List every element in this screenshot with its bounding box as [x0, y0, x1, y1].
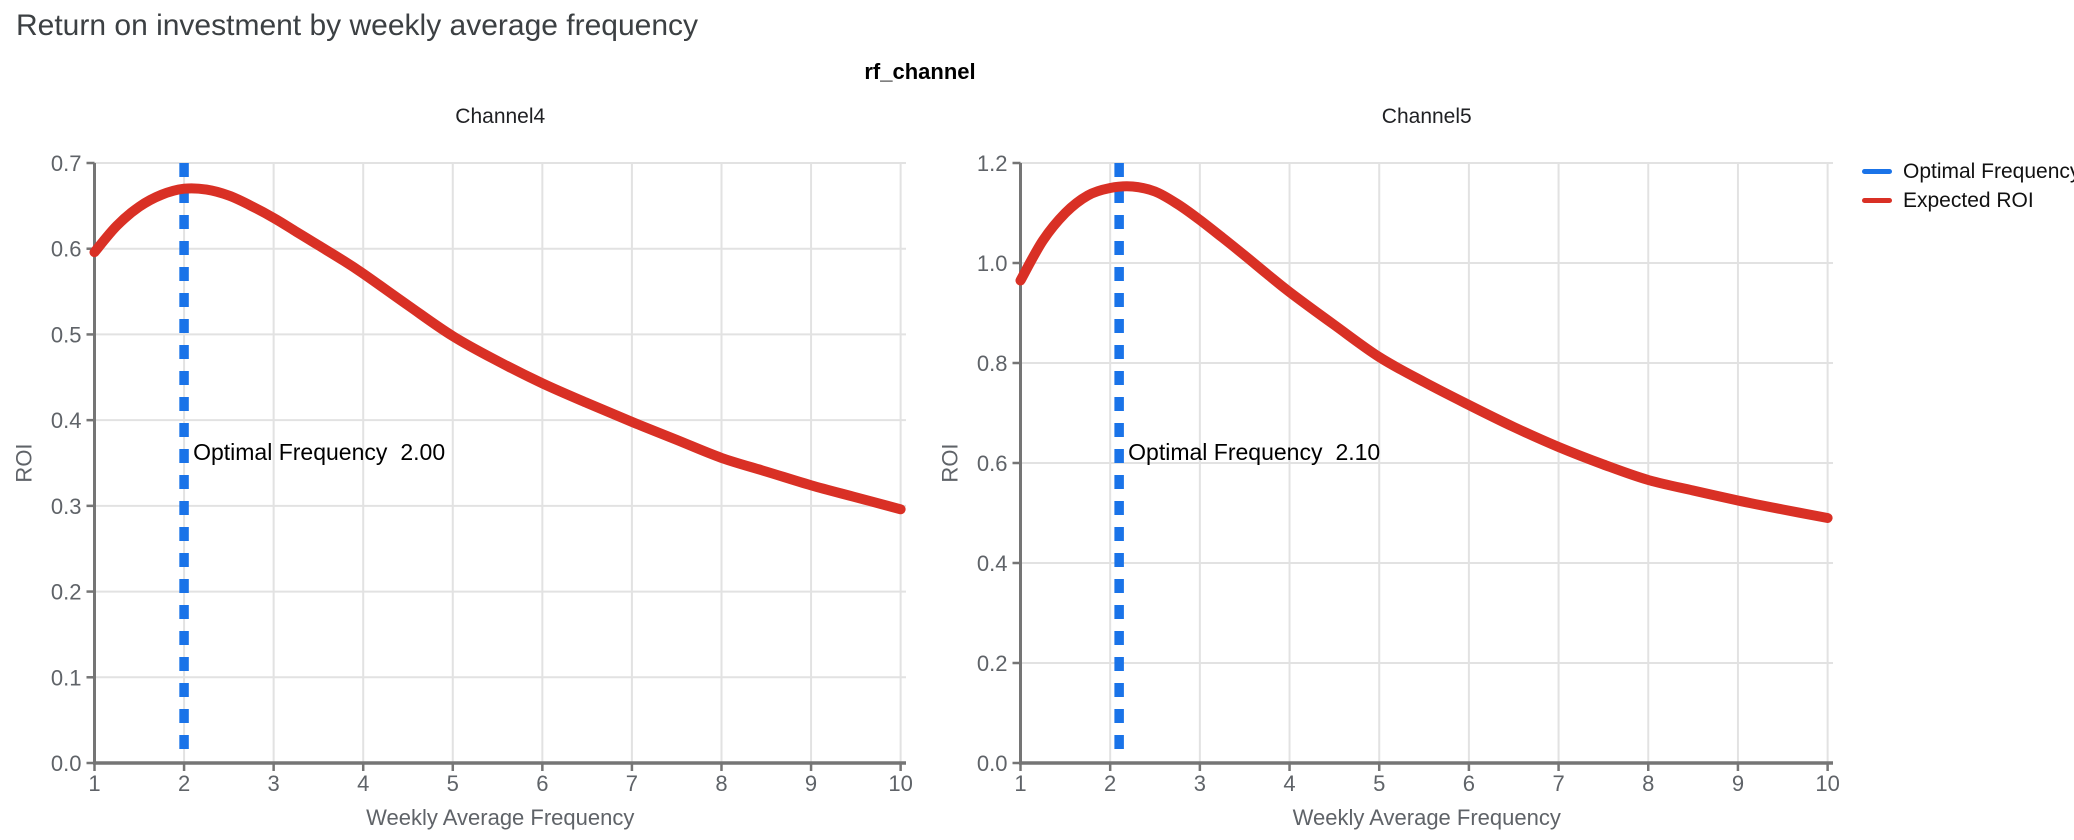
y-tick-label: 0.0 [51, 751, 82, 776]
page-title: Return on investment by weekly average f… [16, 9, 699, 42]
legend-label-expected-roi: Expected ROI [1903, 188, 2034, 212]
x-tick-label: 6 [1463, 771, 1475, 796]
x-tick-label: 9 [1732, 771, 1744, 796]
x-tick-label: 6 [536, 771, 548, 796]
x-tick-label: 2 [1104, 771, 1116, 796]
chart-legend: Optimal Frequency Expected ROI [1862, 157, 2074, 215]
facet-header: rf_channel [864, 59, 976, 84]
legend-item-optimal-frequency[interactable]: Optimal Frequency [1862, 157, 2074, 186]
x-tick-label: 4 [1283, 771, 1295, 796]
legend-item-expected-roi[interactable]: Expected ROI [1862, 186, 2074, 215]
x-tick-label: 5 [447, 771, 459, 796]
y-tick-label: 0.0 [977, 751, 1008, 776]
x-tick-label: 1 [1014, 771, 1026, 796]
x-axis-title: Weekly Average Frequency [366, 805, 634, 830]
expected-roi-curve [89, 183, 906, 515]
optimal-frequency-swatch [1862, 169, 1892, 174]
y-tick-label: 0.4 [51, 408, 82, 433]
y-tick-label: 1.0 [977, 251, 1008, 276]
y-tick-label: 0.8 [977, 351, 1008, 376]
x-tick-label: 4 [357, 771, 369, 796]
x-tick-label: 10 [1815, 771, 1839, 796]
y-axis-title: ROI [938, 443, 963, 482]
y-tick-label: 0.6 [51, 237, 82, 262]
optimal-frequency-annotation: Optimal Frequency 2.10 [1128, 439, 1380, 465]
x-tick-label: 7 [1552, 771, 1564, 796]
panel-title: Channel4 [455, 105, 545, 128]
y-tick-label: 0.4 [977, 551, 1008, 576]
x-tick-label: 3 [268, 771, 280, 796]
x-tick-label: 8 [715, 771, 727, 796]
y-tick-label: 0.3 [51, 494, 82, 519]
y-tick-label: 0.2 [51, 580, 82, 605]
legend-label-optimal-frequency: Optimal Frequency [1903, 159, 2074, 183]
y-tick-label: 0.7 [51, 151, 82, 176]
y-tick-label: 0.6 [977, 451, 1008, 476]
x-tick-label: 2 [178, 771, 190, 796]
expected-roi-swatch [1862, 198, 1892, 203]
y-tick-label: 0.2 [977, 651, 1008, 676]
x-tick-label: 3 [1194, 771, 1206, 796]
optimal-frequency-annotation-value: 2.00 [400, 439, 445, 465]
x-tick-label: 10 [888, 771, 912, 796]
y-tick-label: 0.1 [51, 665, 82, 690]
optimal-frequency-annotation: Optimal Frequency 2.00 [193, 439, 445, 465]
y-axis-title: ROI [12, 443, 37, 482]
y-tick-label: 0.5 [51, 322, 82, 347]
optimal-frequency-annotation-value: 2.10 [1335, 439, 1380, 465]
x-tick-label: 9 [805, 771, 817, 796]
x-tick-label: 8 [1642, 771, 1654, 796]
y-tick-label: 1.2 [977, 151, 1008, 176]
x-tick-label: 7 [626, 771, 638, 796]
x-tick-label: 1 [88, 771, 100, 796]
expected-roi-curve [1015, 181, 1833, 523]
x-tick-label: 5 [1373, 771, 1385, 796]
panel-title: Channel5 [1382, 105, 1472, 128]
x-axis-title: Weekly Average Frequency [1293, 805, 1561, 830]
